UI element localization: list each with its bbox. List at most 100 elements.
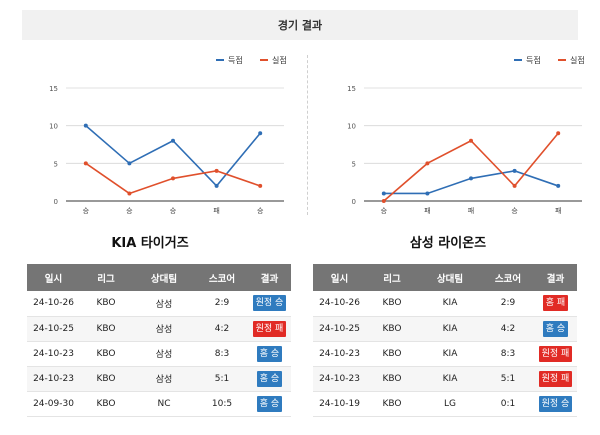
legend-label-scored: 득점 [228, 55, 243, 65]
result-badge: 원정 패 [538, 370, 573, 387]
table-row: 24-10-25 KBO KIA 4:2 홈 승 [313, 316, 577, 342]
scored-series-line [383, 170, 559, 195]
opponent-cell: LG [418, 391, 482, 417]
date-cell: 24-10-23 [313, 341, 366, 367]
x-tick-label: 승 [381, 207, 388, 215]
result-cell: 홈 승 [248, 366, 291, 392]
date-cell: 24-10-19 [313, 391, 366, 417]
scored-point [381, 191, 386, 196]
result-badge: 원정 승 [538, 395, 573, 412]
league-cell: KBO [366, 291, 418, 317]
conceded-point [214, 168, 219, 173]
chart-divider [307, 55, 308, 215]
league-cell: KBO [366, 316, 418, 342]
conceded-point [258, 183, 263, 188]
score-cell: 4:2 [196, 316, 248, 342]
table-row: 24-09-30 KBO NC 10:5 홈 승 [27, 391, 291, 417]
scored-point [258, 131, 263, 136]
y-tick-label: 0 [54, 198, 58, 206]
y-tick-label: 15 [347, 85, 356, 93]
conceded-series-line [383, 132, 559, 202]
result-badge: 원정 패 [252, 320, 287, 337]
scored-point [469, 176, 473, 181]
result-badge: 홈 승 [256, 345, 283, 362]
opponent-cell: 삼성 [132, 366, 196, 392]
table-row: 24-10-23 KBO 삼성 8:3 홈 승 [27, 341, 291, 367]
x-tick-label: 패 [213, 206, 219, 215]
y-tick-label: 10 [49, 123, 58, 131]
date-cell: 24-10-25 [27, 316, 80, 342]
result-badge: 홈 승 [256, 370, 283, 387]
legend-label-conceded: 실점 [272, 55, 287, 65]
table-row: 24-10-23 KBO KIA 5:1 원정 패 [313, 366, 577, 392]
opponent-cell: KIA [418, 291, 482, 317]
table-header-row: 일시 리그 상대팀 스코어 결과 [313, 264, 577, 291]
column-header: 일시 [27, 264, 80, 291]
conceded-point [171, 176, 175, 181]
x-tick-label: 패 [424, 206, 430, 215]
result-cell: 원정 패 [534, 366, 577, 392]
table-row: 24-10-23 KBO 삼성 5:1 홈 승 [27, 366, 291, 392]
table-row: 24-10-25 KBO 삼성 4:2 원정 패 [27, 316, 291, 342]
column-header: 결과 [248, 264, 291, 291]
x-tick-label: 패 [555, 206, 561, 215]
kia-results-table: 일시 리그 상대팀 스코어 결과 24-10-26 KBO 삼성 2:9 원정 승 24-10-2… [27, 264, 291, 417]
league-cell: KBO [80, 316, 132, 342]
x-tick-label: 승 [126, 207, 133, 215]
score-cell: 10:5 [196, 391, 248, 417]
scored-point [214, 183, 219, 188]
scored-point [425, 191, 430, 196]
opponent-cell: NC [132, 391, 196, 417]
result-badge: 홈 패 [542, 295, 569, 312]
y-tick-label: 5 [54, 160, 58, 168]
column-header: 상대팀 [132, 264, 196, 291]
team-name-kia: KIA 타이거즈 [111, 236, 189, 251]
table-row: 24-10-26 KBO KIA 2:9 홈 패 [313, 291, 577, 317]
result-cell: 원정 패 [248, 316, 291, 342]
result-cell: 홈 패 [534, 291, 577, 317]
table-header-row: 일시 리그 상대팀 스코어 결과 [27, 264, 291, 291]
result-cell: 원정 승 [248, 291, 291, 317]
opponent-cell: KIA [418, 316, 482, 342]
score-cell: 5:1 [482, 366, 534, 392]
opponent-cell: 삼성 [132, 291, 196, 317]
column-header: 일시 [313, 264, 366, 291]
result-badge: 원정 승 [252, 295, 287, 312]
table-row: 24-10-26 KBO 삼성 2:9 원정 승 [27, 291, 291, 317]
scored-point [512, 168, 517, 173]
date-cell: 24-10-26 [313, 291, 366, 317]
conceded-point [512, 183, 517, 188]
score-cell: 8:3 [482, 341, 534, 367]
conceded-point [127, 191, 132, 196]
conceded-point [556, 131, 561, 136]
result-badge: 홈 승 [542, 320, 569, 337]
x-tick-label: 승 [170, 207, 177, 215]
date-cell: 24-10-23 [27, 366, 80, 392]
x-tick-label: 승 [257, 207, 264, 215]
result-cell: 홈 승 [248, 391, 291, 417]
y-tick-label: 5 [352, 160, 356, 168]
date-cell: 24-10-23 [313, 366, 366, 392]
section-title: 경기 결과 [277, 19, 323, 32]
result-cell: 원정 승 [534, 391, 577, 417]
league-cell: KBO [80, 391, 132, 417]
date-cell: 24-09-30 [27, 391, 80, 417]
date-cell: 24-10-25 [313, 316, 366, 342]
result-badge: 홈 승 [256, 395, 283, 412]
result-cell: 홈 승 [248, 341, 291, 367]
opponent-cell: 삼성 [132, 341, 196, 367]
score-cell: 5:1 [196, 366, 248, 392]
legend-label-conceded: 실점 [570, 55, 585, 65]
league-cell: KBO [366, 391, 418, 417]
y-tick-label: 10 [347, 123, 356, 131]
y-tick-label: 15 [49, 85, 58, 93]
table-row: 24-10-19 KBO LG 0:1 원정 승 [313, 391, 577, 417]
x-tick-label: 승 [511, 207, 518, 215]
score-cell: 4:2 [482, 316, 534, 342]
opponent-cell: 삼성 [132, 316, 196, 342]
result-badge: 원정 패 [538, 345, 573, 362]
kia-score-chart: 0 5 10 15 승 승 승 패 승 득점 실점 [49, 55, 287, 215]
league-cell: KBO [366, 366, 418, 392]
scored-point [127, 161, 132, 166]
league-cell: KBO [80, 291, 132, 317]
